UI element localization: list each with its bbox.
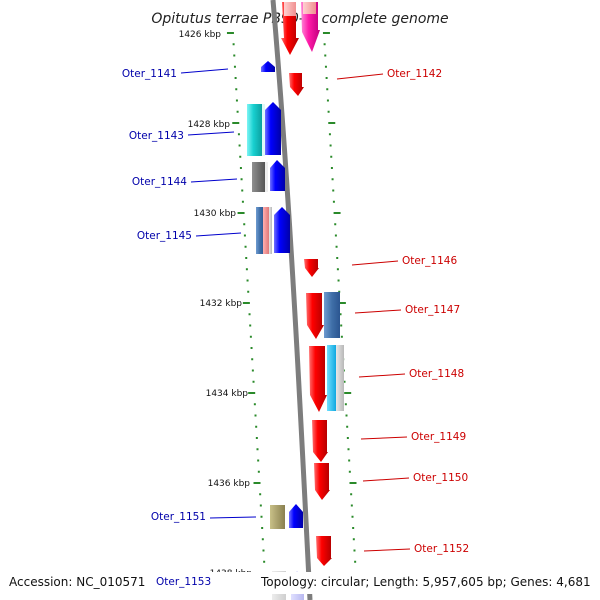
kbp-label-1434: 1434 kbp xyxy=(206,389,249,399)
gene-label-oter-1149[interactable]: Oter_1149 xyxy=(411,431,466,443)
gene-oter-1151-a[interactable] xyxy=(270,505,285,529)
left-tick-marks xyxy=(226,32,266,563)
gene-oter-1151-b[interactable] xyxy=(289,504,303,528)
leader-line-oter-1147 xyxy=(354,309,402,314)
right-tick-marks xyxy=(322,32,357,563)
footer-bar: Accession: NC_010571 Oter_1153 Topology:… xyxy=(0,572,600,594)
gene-oter-1147-a[interactable] xyxy=(306,293,324,339)
topology-text: Topology: circular; Length: 5,957,605 bp… xyxy=(261,575,591,589)
gene-oter-1152[interactable] xyxy=(316,536,332,566)
gene-top-magenta[interactable] xyxy=(301,2,320,52)
gene-oter-1144-a[interactable] xyxy=(252,162,268,192)
leader-line-oter-1149 xyxy=(360,436,408,440)
gene-oter-1149[interactable] xyxy=(312,420,328,462)
gene-label-oter-1147[interactable]: Oter_1147 xyxy=(405,304,460,316)
gene-label-oter-1142[interactable]: Oter_1142 xyxy=(387,68,442,80)
gene-label-oter-1141[interactable]: Oter_1141 xyxy=(122,68,177,80)
genome-backbone xyxy=(270,0,313,600)
leader-line-oter-1148 xyxy=(358,373,406,378)
gene-oter-1147-b[interactable] xyxy=(324,292,340,338)
kbp-label-1432: 1432 kbp xyxy=(200,299,243,309)
leader-line-oter-1142 xyxy=(336,73,384,80)
gene-label-oter-1146[interactable]: Oter_1146 xyxy=(402,255,457,267)
leader-line-oter-1143 xyxy=(187,131,235,136)
leader-line-oter-1146 xyxy=(351,260,399,266)
gene-label-oter-1145[interactable]: Oter_1145 xyxy=(137,230,192,242)
gene-label-oter-1143[interactable]: Oter_1143 xyxy=(129,130,184,142)
leader-line-oter-1144 xyxy=(190,178,238,183)
gene-oter-1148-b[interactable] xyxy=(327,345,344,411)
gene-top-forward[interactable] xyxy=(281,2,299,55)
leader-line-oter-1141 xyxy=(180,68,229,74)
kbp-label-1426: 1426 kbp xyxy=(179,30,222,40)
kbp-label-1430: 1430 kbp xyxy=(194,209,237,219)
gene-oter-1141[interactable] xyxy=(261,61,275,72)
leader-line-oter-1145 xyxy=(195,232,242,237)
leader-line-oter-1151 xyxy=(209,516,257,519)
gene-oter-1143-b[interactable] xyxy=(265,102,281,155)
accession-text: Accession: NC_010571 xyxy=(9,575,146,589)
gene-oter-1146[interactable] xyxy=(304,259,319,277)
gene-label-oter-1148[interactable]: Oter_1148 xyxy=(409,368,464,380)
gene-label-oter-1152[interactable]: Oter_1152 xyxy=(414,543,469,555)
gene-label-oter-1150[interactable]: Oter_1150 xyxy=(413,472,468,484)
gene-label-oter-1151[interactable]: Oter_1151 xyxy=(151,511,206,523)
kbp-label-1436: 1436 kbp xyxy=(208,479,251,489)
gene-oter-1150[interactable] xyxy=(314,463,330,500)
gene-oter-1145-a[interactable] xyxy=(256,207,272,254)
gene-oter-1143-a[interactable] xyxy=(247,104,265,156)
gene-oter-1145-b[interactable] xyxy=(274,207,290,253)
gene-label-oter-1144[interactable]: Oter_1144 xyxy=(132,176,187,188)
map-title: Opitutus terrae PB90-1, complete genome xyxy=(151,11,448,27)
leader-line-oter-1150 xyxy=(362,477,410,482)
kbp-label-1428: 1428 kbp xyxy=(188,120,231,130)
oter-1153-label[interactable]: Oter_1153 xyxy=(156,576,212,588)
gene-oter-1142[interactable] xyxy=(289,73,304,96)
leader-line-oter-1152 xyxy=(363,548,411,552)
gene-oter-1148-a[interactable] xyxy=(309,346,327,412)
gene-oter-1144-b[interactable] xyxy=(270,160,285,191)
